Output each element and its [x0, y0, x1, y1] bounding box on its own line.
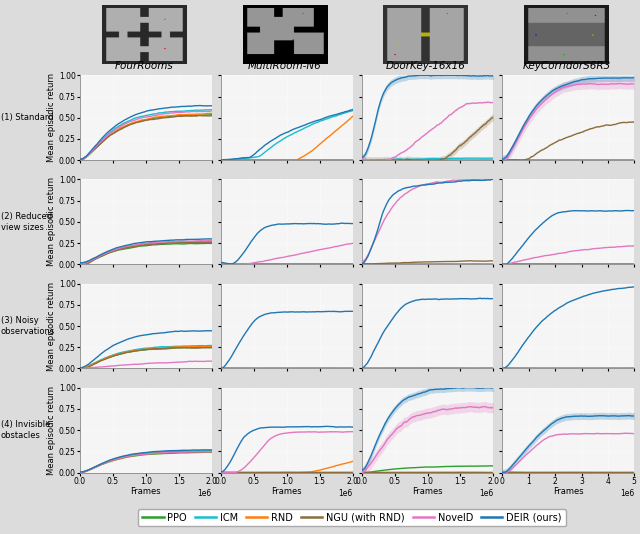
Y-axis label: Mean episodic return: Mean episodic return [47, 73, 56, 162]
Text: KeyCorridorS6R3: KeyCorridorS6R3 [522, 61, 611, 71]
Text: 1e6: 1e6 [620, 489, 634, 498]
Text: 1e6: 1e6 [339, 489, 353, 498]
Y-axis label: Mean episodic return: Mean episodic return [47, 177, 56, 266]
Text: 1e6: 1e6 [479, 489, 493, 498]
Text: MultiRoom-N6: MultiRoom-N6 [248, 61, 322, 71]
X-axis label: Frames: Frames [131, 487, 161, 496]
Text: (4) Invisible
obstacles: (4) Invisible obstacles [1, 420, 50, 440]
X-axis label: Frames: Frames [271, 487, 302, 496]
Text: FourRooms: FourRooms [115, 61, 173, 71]
Text: 1e6: 1e6 [198, 489, 212, 498]
Y-axis label: Mean episodic return: Mean episodic return [47, 281, 56, 371]
Text: DoorKey-16x16: DoorKey-16x16 [386, 61, 465, 71]
Text: (2) Reduced
view sizes: (2) Reduced view sizes [1, 212, 52, 232]
X-axis label: Frames: Frames [553, 487, 584, 496]
Legend: PPO, ICM, RND, NGU (with RND), NovelD, DEIR (ours): PPO, ICM, RND, NGU (with RND), NovelD, D… [138, 509, 566, 527]
Y-axis label: Mean episodic return: Mean episodic return [47, 386, 56, 475]
Text: (3) Noisy
observations: (3) Noisy observations [1, 316, 55, 336]
Text: (1) Standard: (1) Standard [1, 113, 53, 122]
X-axis label: Frames: Frames [412, 487, 443, 496]
